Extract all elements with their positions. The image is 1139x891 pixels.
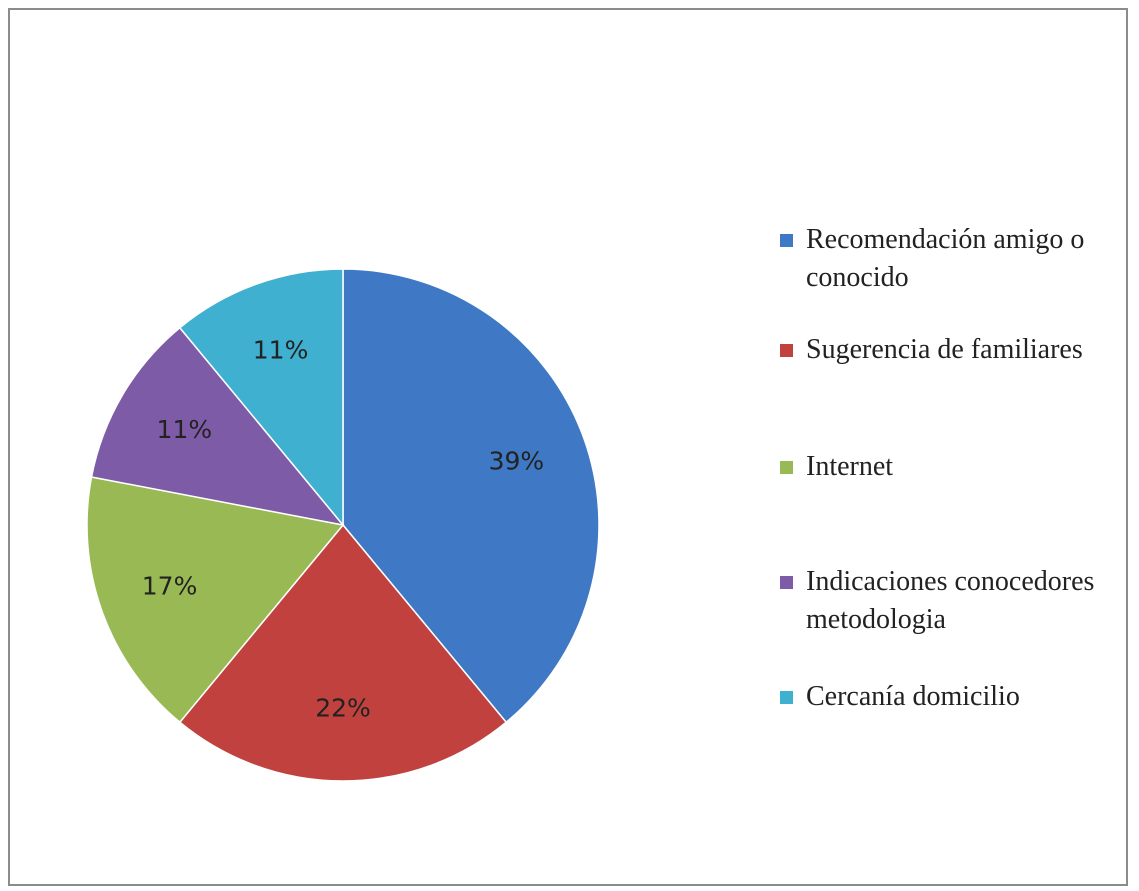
legend-swatch [780,691,793,704]
slice-label: 39% [489,447,545,476]
legend-swatch [780,344,793,357]
slice-label: 11% [157,415,213,444]
legend-label: Cercanía domicilio [806,681,1020,712]
legend-swatch [780,461,793,474]
pie-slice [178,523,508,782]
slice-label: 17% [142,571,198,600]
legend-label: Indicaciones conocedores metodologia [806,566,1095,635]
legend-label: Internet [806,451,894,482]
legend-label: Sugerencia de familiares [806,334,1083,365]
legend-swatch [780,576,793,589]
chart-border [8,8,1128,886]
pie-slice [86,476,345,724]
slice-label: 11% [253,336,309,365]
legend-swatch [780,234,793,247]
pie-slice [342,268,600,724]
pie-slice [178,268,344,528]
pie-slice [90,326,345,527]
legend-label: Recomendación amigo o conocido [806,224,1085,293]
slice-label: 22% [315,693,371,722]
